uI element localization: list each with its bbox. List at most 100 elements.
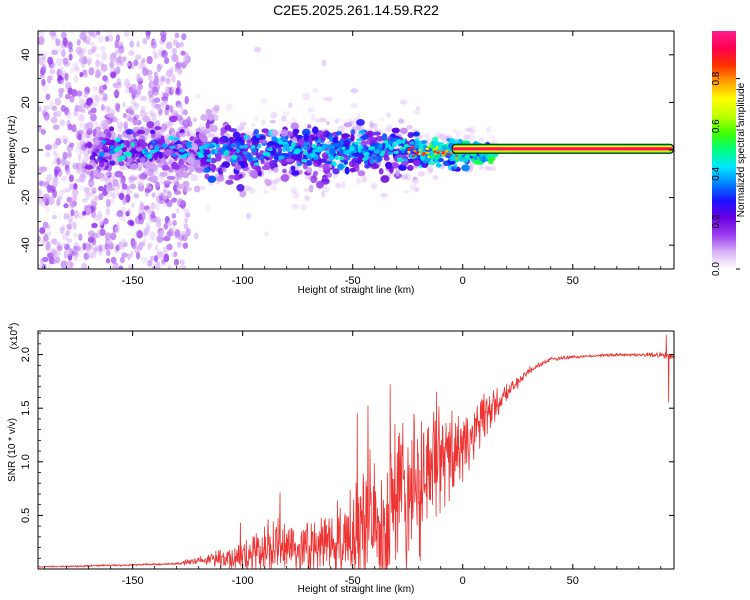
heatmap-cell [94, 245, 101, 250]
heatmap-cell [144, 191, 149, 198]
heatmap-cell [118, 244, 126, 250]
heatmap-cell [103, 119, 111, 126]
heatmap-cell [72, 250, 80, 258]
heatmap-cell [239, 121, 247, 127]
heatmap-cell [154, 126, 162, 131]
heatmap-cell [165, 122, 172, 129]
x-tick-label: 0 [460, 575, 466, 587]
heatmap-cell [165, 41, 173, 50]
colorbar-label: Normalized spectral amplitude [736, 82, 747, 217]
heatmap-cell [86, 170, 92, 176]
snr-frame [37, 330, 675, 570]
heatmap-cell [109, 66, 116, 73]
heatmap-cell [412, 109, 421, 116]
heatmap-cell [114, 170, 124, 178]
heatmap-cell [313, 155, 319, 160]
heatmap-cell [406, 164, 414, 171]
heatmap-cell [312, 126, 319, 135]
heatmap-cell [126, 114, 133, 121]
heatmap-cell [432, 174, 439, 181]
heatmap-cell [488, 166, 497, 172]
heatmap-cell [125, 61, 131, 67]
heatmap-cell [50, 33, 58, 41]
heatmap-cell [222, 143, 227, 148]
heatmap-cell [174, 189, 181, 196]
heatmap-cell [127, 157, 133, 164]
heatmap-cell [105, 198, 111, 208]
heatmap-cell [280, 134, 289, 143]
heatmap-cell [278, 140, 284, 145]
spectrogram-y-axis-label: Frequency (Hz) [7, 116, 18, 185]
heatmap-cell [111, 175, 116, 182]
heatmap-cell [159, 192, 165, 201]
heatmap-cell [164, 121, 172, 126]
heatmap-cell [231, 154, 238, 160]
heatmap-cell [266, 147, 272, 151]
heatmap-cell [412, 176, 417, 181]
heatmap-cell [54, 97, 62, 106]
heatmap-cell [207, 175, 217, 183]
heatmap-cell [387, 112, 392, 119]
heatmap-cell [171, 47, 178, 55]
heatmap-cell [140, 105, 146, 114]
heatmap-cell [104, 35, 110, 42]
heatmap-cell [269, 160, 278, 168]
heatmap-cell [169, 126, 174, 132]
heatmap-cell [56, 157, 61, 166]
heatmap-cell [169, 145, 176, 149]
snr-x-ticks: -150 -100 -50 0 50 [44, 331, 662, 587]
heatmap-cell [154, 145, 160, 151]
heatmap-cell [158, 63, 164, 70]
heatmap-cell [175, 87, 180, 95]
heatmap-cell [159, 107, 165, 112]
heatmap-cell [446, 153, 450, 156]
heatmap-cell [72, 61, 79, 71]
y-tick-label: 0.5 [20, 508, 32, 523]
heatmap-cell [292, 191, 300, 199]
heatmap-cell [215, 153, 222, 162]
heatmap-cell [123, 151, 128, 156]
heatmap-cell [132, 114, 140, 120]
heatmap-cell [157, 251, 163, 258]
heatmap-cell [46, 174, 53, 182]
heatmap-cell [58, 67, 66, 76]
heatmap-cell [65, 167, 71, 176]
heatmap-cell [296, 162, 303, 167]
heatmap-cell [77, 233, 82, 239]
heatmap-cell [369, 159, 375, 165]
heatmap-cell [136, 230, 144, 239]
heatmap-cell [102, 93, 108, 101]
heatmap-cell [478, 136, 485, 143]
x-tick-label: -150 [122, 275, 144, 287]
heatmap-cell [341, 133, 351, 139]
heatmap-cell [72, 221, 77, 231]
heatmap-cell [101, 139, 107, 145]
heatmap-cell [439, 133, 448, 141]
heatmap-cell [82, 93, 89, 99]
heatmap-cell [428, 151, 434, 156]
heatmap-cell [162, 246, 168, 254]
heatmap-cell [160, 191, 164, 197]
heatmap-cell [61, 242, 67, 248]
heatmap-cell [322, 186, 330, 193]
heatmap-cell [406, 124, 413, 130]
heatmap-cell [38, 188, 43, 197]
heatmap-cell [182, 206, 186, 212]
heatmap-cell [152, 43, 157, 49]
heatmap-cell [72, 162, 79, 170]
heatmap-cell [38, 180, 43, 187]
heatmap-cell [286, 121, 293, 125]
heatmap-cell [93, 195, 100, 201]
heatmap-cell [91, 237, 97, 246]
heatmap-cell [314, 118, 320, 124]
colorbar-tick-label: 0.6 [711, 119, 722, 133]
x-tick-label: -100 [232, 575, 254, 587]
heatmap-cell [228, 174, 236, 180]
heatmap-cell [133, 59, 139, 67]
heatmap-cell [152, 49, 156, 54]
heatmap-cell [184, 54, 190, 63]
heatmap-cell [161, 96, 169, 102]
x-tick-label: 50 [567, 275, 579, 287]
heatmap-cell [76, 142, 82, 150]
heatmap-cell [119, 120, 124, 127]
